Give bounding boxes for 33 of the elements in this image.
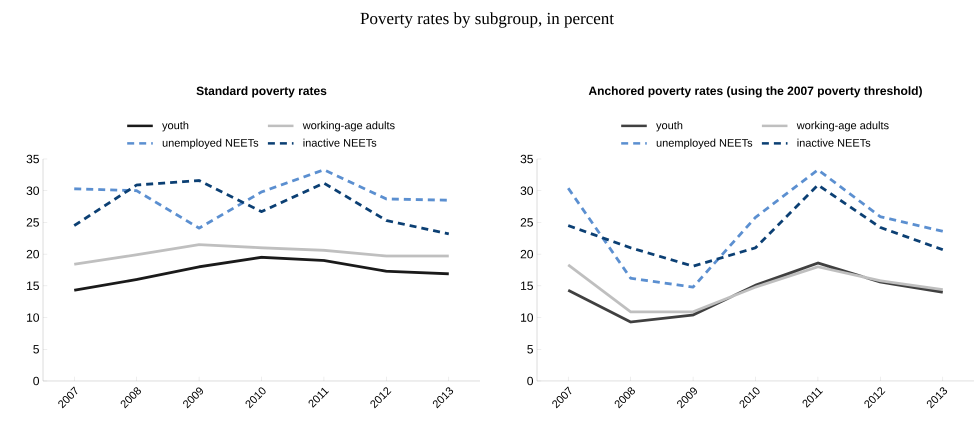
y-tick-label: 35	[26, 154, 39, 164]
y-tick-label: 30	[520, 186, 534, 195]
legend-label: youth	[162, 121, 188, 132]
legend-label: inactive NEETs	[797, 138, 870, 147]
legend-label: working-age adults	[302, 121, 395, 132]
legend-label: working-age adults	[796, 121, 889, 132]
y-tick-label: 25	[520, 218, 533, 227]
y-tick-label: 5	[527, 345, 533, 354]
y-tick-label: 10	[521, 313, 534, 322]
chart-title: Anchored poverty rates (using the 2007 poverty threshold)	[588, 86, 922, 98]
y-tick-label: 15	[27, 282, 39, 290]
y-tick-label: 10	[27, 313, 40, 322]
y-tick-label: 0	[527, 376, 534, 386]
line-series	[72, 243, 450, 266]
legend-label: inactive NEETs	[303, 138, 376, 147]
legend-label: unemployed NEETs	[162, 138, 258, 149]
chart-title: Standard poverty rates	[196, 86, 326, 98]
y-tick-label: 20	[26, 250, 40, 258]
y-tick-label: 35	[520, 154, 533, 164]
legend-label: unemployed NEETs	[656, 138, 752, 149]
y-tick-label: 0	[33, 376, 40, 386]
text: Poverty rates by subgroup, in percent	[360, 12, 614, 28]
y-tick-label: 30	[26, 186, 40, 195]
legend-label: youth	[656, 121, 682, 132]
y-tick-label: 20	[520, 250, 534, 258]
line-series	[72, 256, 450, 292]
line-series	[566, 168, 944, 289]
line-series	[72, 179, 450, 236]
y-tick-label: 5	[33, 345, 39, 354]
line-series	[566, 264, 944, 314]
y-tick-label: 15	[521, 282, 533, 290]
y-tick-label: 25	[26, 218, 39, 227]
line-series	[566, 184, 944, 268]
